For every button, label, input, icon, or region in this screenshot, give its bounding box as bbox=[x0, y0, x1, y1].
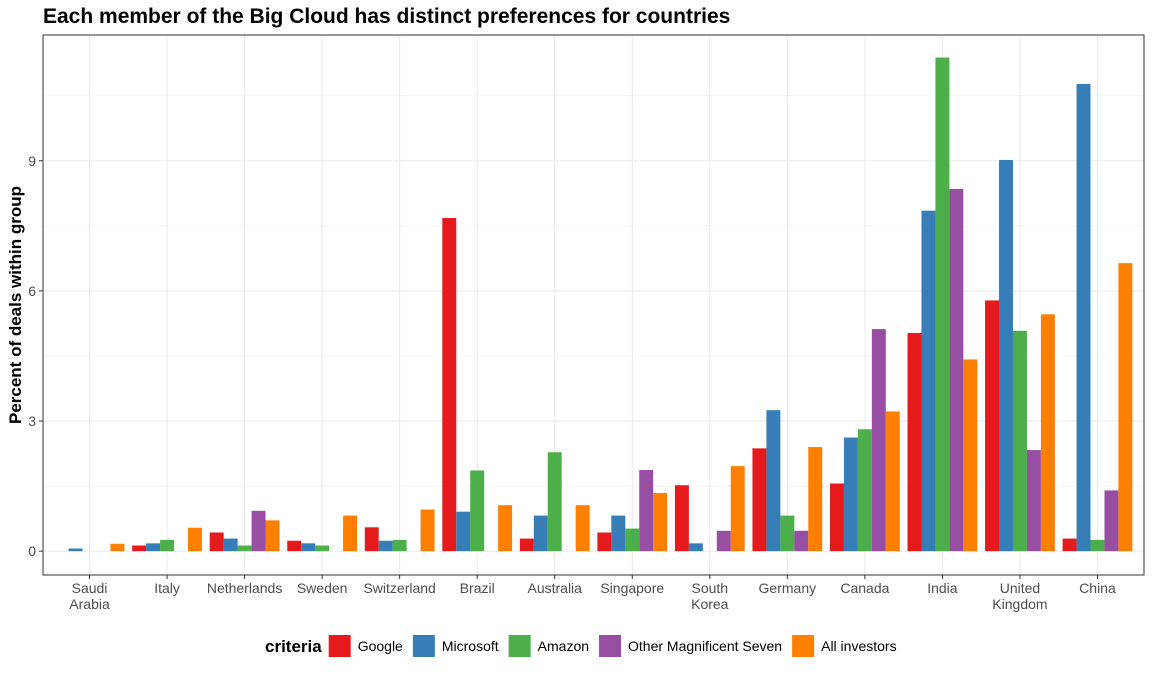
plot-panel-border bbox=[42, 34, 1145, 576]
bar bbox=[251, 510, 266, 552]
x-tick-label: Netherlands bbox=[207, 580, 283, 596]
bar bbox=[1040, 314, 1055, 552]
bar bbox=[575, 505, 590, 552]
legend-swatch bbox=[599, 635, 622, 657]
bar bbox=[1026, 450, 1041, 552]
bar bbox=[1104, 490, 1119, 552]
bar bbox=[132, 545, 147, 552]
bar bbox=[780, 515, 795, 552]
legend-label: Other Magnificent Seven bbox=[628, 638, 782, 654]
bar bbox=[999, 159, 1013, 552]
bar bbox=[301, 543, 316, 552]
x-tick-label: Brazil bbox=[460, 580, 495, 596]
x-tick-label: Singapore bbox=[600, 580, 664, 596]
bar bbox=[1012, 330, 1027, 552]
legend-label: Amazon bbox=[538, 638, 589, 654]
bar bbox=[442, 218, 457, 552]
legend-swatch bbox=[328, 635, 351, 657]
bar bbox=[287, 540, 302, 552]
legend-label: Google bbox=[358, 638, 403, 654]
y-tick-label: 6 bbox=[28, 283, 36, 299]
legend-title: criteria bbox=[265, 637, 322, 656]
x-tick-label: India bbox=[927, 580, 958, 596]
bar bbox=[597, 532, 612, 552]
y-tick-label: 9 bbox=[28, 153, 36, 169]
bar bbox=[1090, 539, 1105, 552]
bar bbox=[420, 509, 435, 552]
bar bbox=[378, 540, 393, 552]
bar bbox=[68, 548, 83, 552]
bar bbox=[843, 437, 858, 552]
bar bbox=[766, 410, 781, 552]
bar bbox=[639, 470, 654, 552]
bar bbox=[907, 332, 922, 552]
bar bbox=[187, 527, 202, 552]
x-tick-label: China bbox=[1079, 580, 1116, 596]
x-tick-label: Italy bbox=[154, 580, 180, 596]
chart-title: Each member of the Big Cloud has distinc… bbox=[43, 5, 730, 28]
bar bbox=[688, 543, 703, 552]
bar bbox=[223, 538, 238, 552]
x-tick-label: Arabia bbox=[69, 596, 110, 612]
bar bbox=[611, 515, 626, 552]
bar bbox=[921, 210, 936, 552]
bar bbox=[547, 452, 562, 552]
x-tick-label: Kingdom bbox=[992, 596, 1047, 612]
bar bbox=[794, 530, 809, 552]
bar bbox=[209, 532, 224, 552]
bar bbox=[265, 520, 280, 552]
y-tick-label: 3 bbox=[28, 413, 36, 429]
y-axis-label: Percent of deals within group bbox=[6, 186, 25, 424]
x-tick-label: Saudi bbox=[72, 580, 108, 596]
x-tick-label: Australia bbox=[527, 580, 582, 596]
bar bbox=[237, 545, 252, 552]
legend-swatch bbox=[792, 635, 815, 657]
x-tick-label: Switzerland bbox=[363, 580, 435, 596]
bar bbox=[963, 359, 978, 552]
bar bbox=[829, 483, 844, 552]
bar bbox=[949, 188, 964, 552]
x-tick-label: Korea bbox=[691, 596, 729, 612]
bar bbox=[1062, 538, 1077, 552]
bar bbox=[364, 527, 379, 552]
x-tick-label: United bbox=[1000, 580, 1040, 596]
legend-label: Microsoft bbox=[442, 638, 499, 654]
bar bbox=[653, 493, 668, 552]
bar bbox=[935, 57, 950, 552]
legend-label: All investors bbox=[821, 638, 896, 654]
plot-panel-background bbox=[43, 35, 1144, 575]
bar bbox=[857, 429, 872, 552]
bar bbox=[730, 466, 745, 552]
x-tick-label: Canada bbox=[840, 580, 889, 596]
bar bbox=[1076, 84, 1091, 552]
bar bbox=[985, 300, 1000, 552]
bar bbox=[625, 528, 640, 552]
bar bbox=[160, 539, 175, 552]
bar bbox=[110, 543, 125, 552]
bar bbox=[533, 515, 548, 552]
bar bbox=[343, 515, 358, 552]
bar bbox=[146, 543, 161, 552]
x-tick-label: Sweden bbox=[297, 580, 348, 596]
bar bbox=[1118, 263, 1133, 552]
bar bbox=[470, 470, 485, 552]
bar bbox=[752, 448, 767, 552]
legend-swatch bbox=[412, 635, 435, 657]
bar bbox=[871, 329, 886, 552]
bar bbox=[519, 538, 534, 552]
bar bbox=[392, 539, 407, 552]
bar bbox=[456, 511, 471, 552]
bar bbox=[674, 485, 689, 552]
bar bbox=[315, 545, 330, 552]
bar bbox=[498, 505, 513, 552]
y-tick-label: 0 bbox=[28, 543, 36, 559]
x-tick-label: Germany bbox=[759, 580, 817, 596]
bar bbox=[885, 411, 900, 552]
bar bbox=[716, 530, 731, 552]
x-tick-label: South bbox=[692, 580, 729, 596]
bar bbox=[808, 447, 823, 552]
legend-swatch bbox=[508, 635, 531, 657]
